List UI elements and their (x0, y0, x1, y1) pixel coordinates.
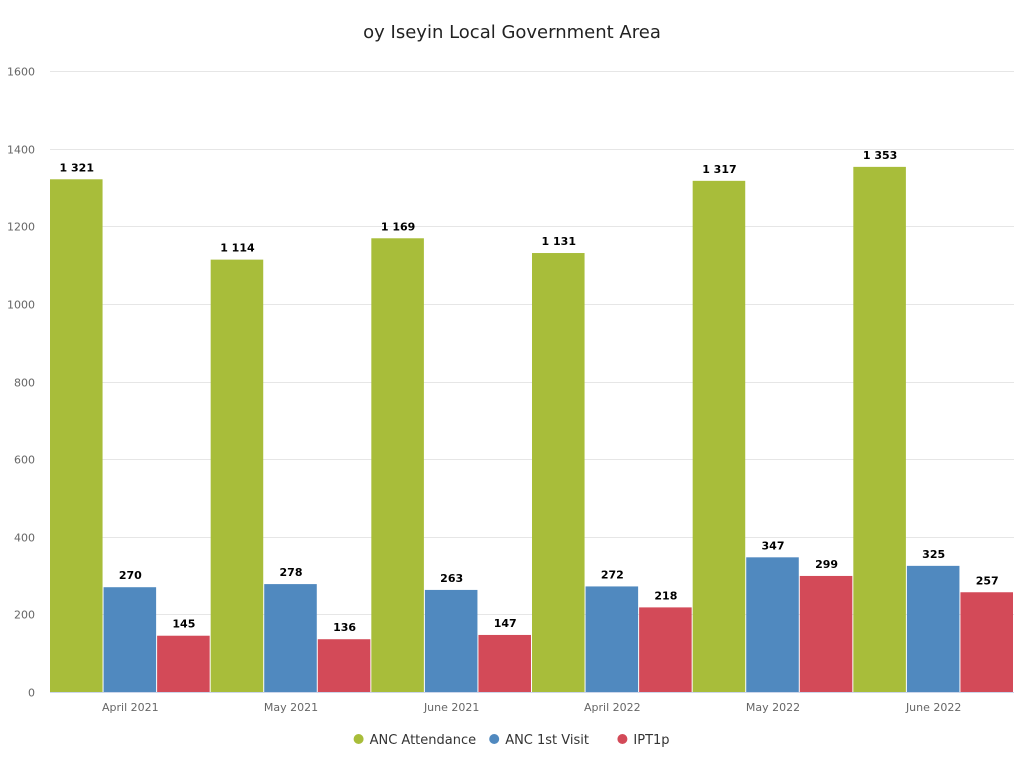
y-tick-label: 200 (14, 609, 35, 622)
x-tick-label: May 2022 (746, 701, 800, 714)
bar[interactable] (692, 180, 746, 692)
legend-label: IPT1p (633, 733, 669, 748)
data-label: 147 (494, 617, 517, 630)
bars (50, 166, 1013, 693)
legend-item[interactable]: IPT1p (617, 733, 670, 748)
data-label: 299 (815, 558, 838, 571)
bar[interactable] (478, 634, 531, 692)
data-label: 263 (440, 572, 463, 585)
data-label: 278 (280, 566, 303, 579)
chart-title: oy Iseyin Local Government Area (363, 22, 661, 43)
y-tick-label: 400 (14, 532, 35, 545)
bar[interactable] (532, 253, 585, 692)
bar[interactable] (746, 557, 799, 692)
y-tick-label: 1000 (7, 299, 35, 312)
data-label: 136 (333, 621, 356, 634)
legend-swatch (353, 734, 364, 744)
legend: ANC Attendance ANC 1st Visit IPT1p (353, 733, 670, 748)
bar[interactable] (157, 635, 210, 692)
bar[interactable] (103, 587, 157, 692)
bar[interactable] (424, 589, 478, 692)
bar[interactable] (799, 575, 853, 692)
y-axis-ticks: 0 200 400 600 800 1000 1200 1400 1600 (7, 66, 35, 700)
legend-item[interactable]: ANC 1st Visit (489, 733, 589, 748)
x-axis-ticks: April 2021 May 2021 June 2021 April 2022 May… (102, 701, 961, 714)
bar[interactable] (210, 259, 264, 692)
x-tick-label: April 2022 (584, 701, 641, 714)
bar[interactable] (906, 565, 960, 692)
legend-label: ANC Attendance (370, 733, 477, 748)
data-label: 145 (172, 618, 195, 631)
legend-swatch (617, 734, 628, 744)
y-tick-label: 1200 (7, 221, 35, 234)
bar[interactable] (639, 607, 692, 692)
data-label: 1 353 (863, 149, 897, 162)
x-tick-label: June 2021 (423, 701, 479, 714)
bar[interactable] (585, 586, 639, 692)
data-label: 1 131 (542, 235, 576, 248)
x-tick-label: June 2022 (905, 701, 961, 714)
data-labels: 1 321 270 145 1 114 278 136 1 169 263 147 1 131 27… (60, 149, 999, 634)
legend-swatch (489, 734, 500, 744)
legend-label: ANC 1st Visit (505, 733, 589, 748)
bar[interactable] (371, 238, 424, 692)
bar[interactable] (50, 179, 103, 693)
y-tick-label: 600 (14, 454, 35, 467)
data-label: 272 (601, 568, 624, 581)
y-tick-label: 1400 (7, 144, 35, 157)
data-label: 1 114 (220, 242, 255, 255)
legend-item[interactable]: ANC Attendance (353, 733, 477, 748)
bar[interactable] (264, 584, 317, 692)
y-tick-label: 0 (28, 687, 35, 700)
y-tick-label: 800 (14, 377, 35, 390)
y-tick-label: 1600 (7, 66, 35, 79)
data-label: 347 (762, 539, 785, 552)
data-label: 270 (119, 569, 142, 582)
bar[interactable] (317, 639, 371, 692)
x-tick-label: April 2021 (102, 701, 159, 714)
data-label: 1 321 (60, 161, 94, 174)
bar[interactable] (853, 166, 906, 692)
data-label: 1 317 (702, 163, 736, 176)
x-tick-label: May 2021 (264, 701, 318, 714)
bar[interactable] (960, 592, 1013, 692)
data-label: 257 (976, 574, 999, 587)
data-label: 1 169 (381, 220, 415, 233)
data-label: 325 (922, 548, 945, 561)
data-label: 218 (654, 589, 677, 602)
